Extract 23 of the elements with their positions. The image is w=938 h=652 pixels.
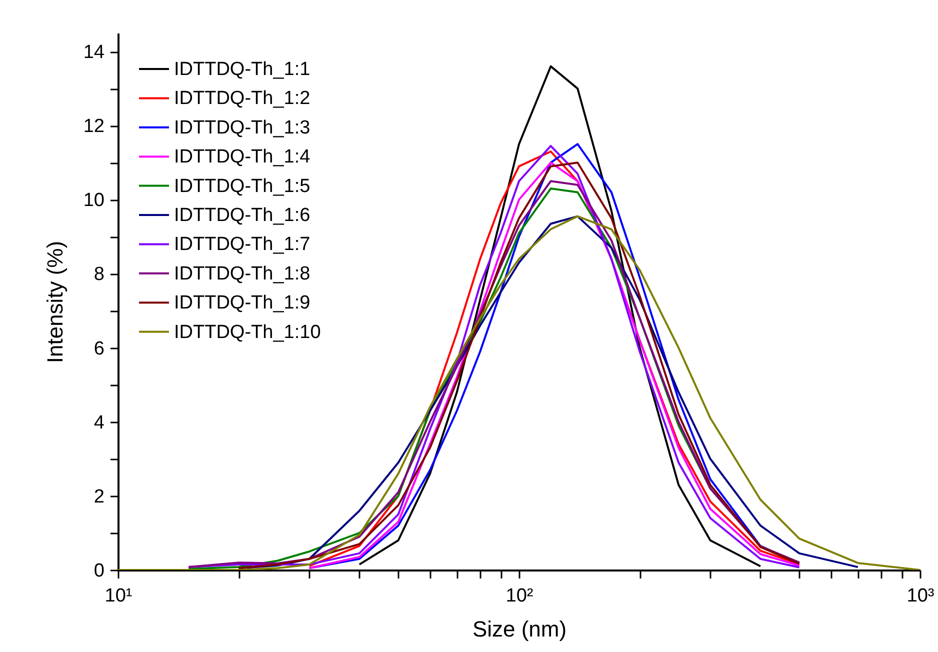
y-tick-label: 6 (94, 338, 104, 360)
y-tick-label: 2 (94, 486, 104, 508)
x-tick-label: 10² (506, 586, 534, 606)
y-tick-label: 8 (94, 264, 104, 286)
legend-label: IDTTDQ-Th_1:10 (174, 322, 321, 343)
legend-label: IDTTDQ-Th_1:2 (174, 88, 310, 110)
legend-label: IDTTDQ-Th_1:9 (174, 292, 310, 314)
y-tick-label: 0 (94, 560, 104, 582)
legend-label: IDTTDQ-Th_1:6 (174, 205, 310, 226)
y-tick-label: 10 (83, 190, 104, 212)
y-tick-label: 12 (83, 116, 104, 138)
legend-label: IDTTDQ-Th_1:4 (174, 146, 311, 168)
legend-label: IDTTDQ-Th_1:5 (174, 176, 310, 197)
y-tick-label: 14 (83, 42, 105, 64)
y-axis-title: Intensity (%) (42, 240, 68, 364)
x-tick-label: 10¹ (104, 586, 132, 606)
legend-label: IDTTDQ-Th_1:1 (174, 59, 310, 80)
legend-label: IDTTDQ-Th_1:7 (174, 234, 310, 256)
y-tick-label: 4 (94, 412, 105, 434)
x-axis-title: Size (nm) (472, 616, 567, 642)
x-tick-label: 10³ (906, 586, 934, 606)
legend-label: IDTTDQ-Th_1:3 (174, 117, 310, 138)
legend-label: IDTTDQ-Th_1:8 (174, 263, 310, 284)
